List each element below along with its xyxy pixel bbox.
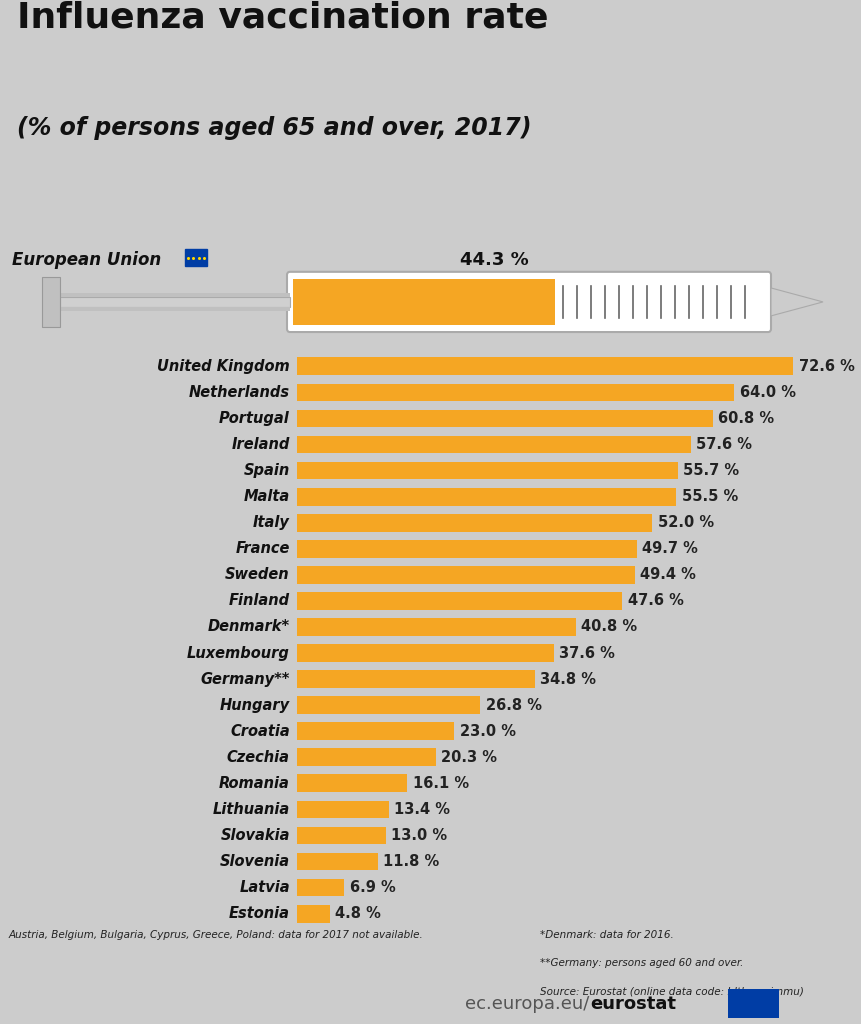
FancyBboxPatch shape (185, 249, 207, 266)
Bar (297, 566, 635, 584)
Bar (60, 307, 290, 310)
Text: Hungary: Hungary (220, 697, 290, 713)
Text: ec.europa.eu/: ec.europa.eu/ (465, 994, 589, 1013)
Text: 13.0 %: 13.0 % (392, 828, 448, 843)
Text: 72.6 %: 72.6 % (799, 358, 855, 374)
Text: Source: Eurostat (online data code: hlth_ps_immu): Source: Eurostat (online data code: hlth… (540, 986, 804, 996)
Text: 16.1 %: 16.1 % (412, 776, 468, 791)
Bar (297, 592, 623, 609)
Text: **Germany: persons aged 60 and over.: **Germany: persons aged 60 and over. (540, 957, 744, 968)
Bar (293, 280, 554, 325)
Text: Ireland: Ireland (232, 437, 290, 452)
Text: Czechia: Czechia (226, 750, 290, 765)
Bar (297, 514, 653, 531)
Text: Luxembourg: Luxembourg (187, 645, 290, 660)
Text: 13.4 %: 13.4 % (394, 802, 450, 817)
Text: 37.6 %: 37.6 % (560, 645, 616, 660)
Bar (297, 462, 678, 479)
Text: 47.6 %: 47.6 % (628, 593, 684, 608)
Text: eurostat: eurostat (590, 994, 676, 1013)
Text: 20.3 %: 20.3 % (441, 750, 498, 765)
Text: Portugal: Portugal (219, 411, 290, 426)
Text: 11.8 %: 11.8 % (383, 854, 439, 869)
Text: European Union: European Union (12, 251, 161, 269)
FancyBboxPatch shape (287, 271, 771, 332)
Text: 23.0 %: 23.0 % (460, 724, 516, 738)
Text: (% of persons aged 65 and over, 2017): (% of persons aged 65 and over, 2017) (17, 116, 532, 139)
Bar (297, 905, 330, 923)
Text: Slovakia: Slovakia (220, 828, 290, 843)
Text: United Kingdom: United Kingdom (157, 358, 290, 374)
Bar (297, 879, 344, 896)
Text: 6.9 %: 6.9 % (350, 880, 395, 895)
Text: 49.7 %: 49.7 % (642, 542, 698, 556)
Text: 55.5 %: 55.5 % (682, 489, 738, 504)
Bar (297, 801, 388, 818)
Bar (297, 826, 386, 845)
Text: France: France (235, 542, 290, 556)
Text: Latvia: Latvia (239, 880, 290, 895)
FancyBboxPatch shape (728, 989, 779, 1018)
Text: 26.8 %: 26.8 % (486, 697, 542, 713)
Bar (60, 293, 290, 297)
Polygon shape (771, 288, 823, 315)
Text: Italy: Italy (253, 515, 290, 530)
Bar (297, 435, 691, 454)
Text: Finland: Finland (229, 593, 290, 608)
Text: Malta: Malta (244, 489, 290, 504)
Text: 52.0 %: 52.0 % (658, 515, 714, 530)
Bar (297, 774, 407, 793)
Text: 34.8 %: 34.8 % (541, 672, 597, 687)
Text: Denmark*: Denmark* (208, 620, 290, 635)
Text: 60.8 %: 60.8 % (718, 411, 774, 426)
Text: 40.8 %: 40.8 % (581, 620, 637, 635)
Text: 4.8 %: 4.8 % (335, 906, 381, 922)
Text: Influenza vaccination rate: Influenza vaccination rate (17, 0, 548, 34)
Bar (297, 487, 677, 506)
Text: 64.0 %: 64.0 % (740, 385, 796, 400)
Text: Lithuania: Lithuania (213, 802, 290, 817)
Bar (60, 297, 290, 307)
Bar (297, 749, 436, 766)
Bar (297, 644, 554, 662)
Text: 44.3 %: 44.3 % (460, 251, 529, 269)
Text: Croatia: Croatia (230, 724, 290, 738)
Text: Slovenia: Slovenia (220, 854, 290, 869)
Text: Netherlands: Netherlands (189, 385, 290, 400)
Text: Romania: Romania (219, 776, 290, 791)
Bar (297, 618, 576, 636)
Bar (297, 696, 480, 714)
Text: 49.4 %: 49.4 % (640, 567, 696, 583)
Text: 55.7 %: 55.7 % (683, 463, 740, 478)
Bar (297, 671, 535, 688)
Text: *Denmark: data for 2016.: *Denmark: data for 2016. (540, 930, 674, 940)
Text: 57.6 %: 57.6 % (697, 437, 753, 452)
Text: Spain: Spain (244, 463, 290, 478)
Bar (297, 540, 636, 558)
Text: Austria, Belgium, Bulgaria, Cyprus, Greece, Poland: data for 2017 not available.: Austria, Belgium, Bulgaria, Cyprus, Gree… (9, 930, 424, 940)
Text: Sweden: Sweden (226, 567, 290, 583)
Bar (297, 384, 734, 401)
Bar (297, 410, 713, 427)
Bar (297, 853, 378, 870)
Text: Estonia: Estonia (229, 906, 290, 922)
Bar (297, 722, 455, 740)
Bar (297, 357, 793, 375)
Text: Germany**: Germany** (201, 672, 290, 687)
Bar (42, 278, 60, 327)
